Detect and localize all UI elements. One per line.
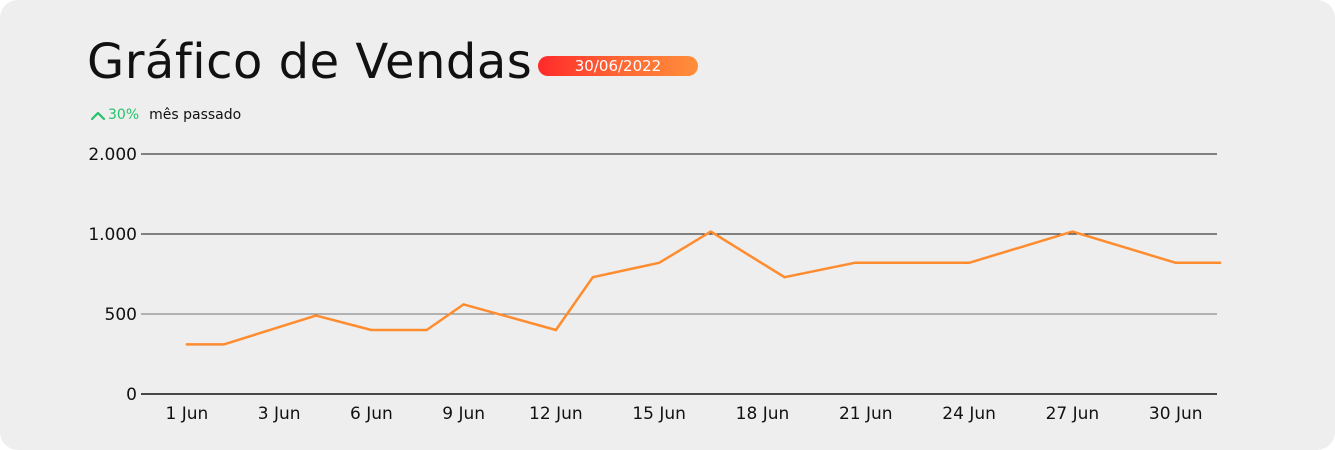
data-point <box>783 276 786 279</box>
x-tick-label: 30 Jun <box>1149 404 1203 424</box>
x-tick-label: 6 Jun <box>350 404 393 424</box>
trend-indicator: 30% mês passado <box>90 106 241 124</box>
data-point <box>554 328 558 332</box>
date-badge: 30/06/2022 <box>538 56 698 76</box>
y-tick-label: 1.000 <box>88 225 137 245</box>
x-tick-label: 1 Jun <box>165 404 208 424</box>
data-point <box>967 261 971 264</box>
page-title: Gráfico de Vendas <box>87 34 533 90</box>
data-point <box>222 343 225 346</box>
x-tick-label: 21 Jun <box>839 404 893 424</box>
data-point <box>1071 230 1074 233</box>
data-point <box>1174 261 1177 264</box>
trend-value: 30% <box>108 107 140 123</box>
x-tick-label: 9 Jun <box>442 404 485 424</box>
y-tick-label: 0 <box>126 385 137 405</box>
data-point <box>901 261 904 264</box>
trend-label: mês passado <box>149 107 242 123</box>
data-point <box>709 230 713 233</box>
data-point <box>185 343 189 346</box>
x-tick-label: 3 Jun <box>258 404 301 424</box>
data-point <box>370 328 373 332</box>
data-point <box>314 314 318 317</box>
x-tick-label: 15 Jun <box>632 404 686 424</box>
y-tick-label: 2.000 <box>88 145 137 165</box>
y-tick-label: 500 <box>105 305 137 325</box>
sales-series-line <box>185 230 1222 346</box>
data-point <box>853 261 856 264</box>
data-point <box>591 276 594 279</box>
x-tick-label: 18 Jun <box>736 404 790 424</box>
x-tick-label: 12 Jun <box>529 404 583 424</box>
data-point <box>1218 261 1222 264</box>
chevron-up-icon <box>90 111 106 121</box>
x-tick-label: 24 Jun <box>942 404 996 424</box>
data-point <box>425 328 428 332</box>
data-point <box>462 303 465 306</box>
data-point <box>657 261 661 264</box>
x-tick-label: 27 Jun <box>1046 404 1100 424</box>
